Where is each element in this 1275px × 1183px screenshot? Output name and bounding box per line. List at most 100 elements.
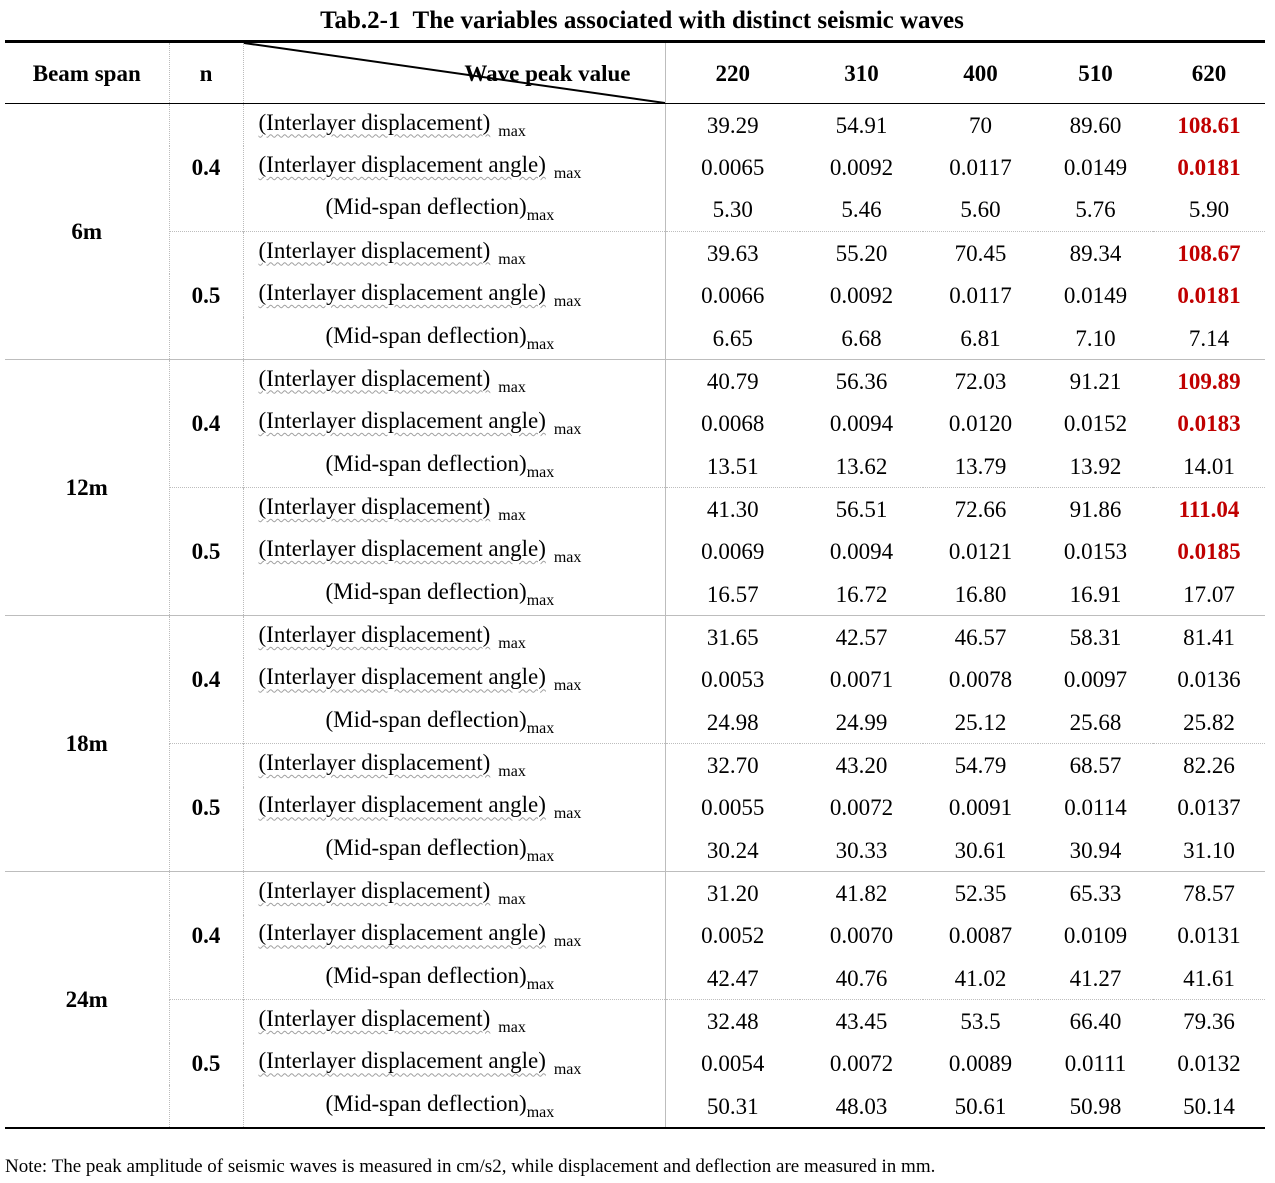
value-cell: 14.01 [1183, 453, 1235, 479]
variable-label-subscript: max [553, 549, 582, 567]
value-cell: 54.91 [835, 112, 888, 138]
table-row: (Interlayer displacement angle) max 0.0065… [5, 146, 1265, 189]
variable-label: (Interlayer displacement) [258, 749, 491, 775]
value-cell: 81.41 [1153, 615, 1265, 659]
variable-label: (Interlayer displacement angle) [258, 152, 546, 178]
seismic-variables-table: Beam span n Wave peak value 220 310 400 … [5, 40, 1265, 1129]
header-diagonal-line [243, 43, 665, 103]
value-cell: 48.03 [835, 1093, 888, 1119]
table-note: Note: The peak amplitude of seismic wave… [5, 1156, 936, 1177]
table-row: (Interlayer displacement angle) max 0.0055… [5, 786, 1265, 830]
value-cell: 70.45 [923, 231, 1038, 275]
value-cell: 0.0070 [829, 923, 894, 949]
value-cell: 42.47 [706, 965, 759, 991]
value-cell: 17.07 [1183, 581, 1235, 607]
value-cell: 0.0053 [701, 667, 765, 693]
value-cell: 41.30 [665, 487, 800, 531]
value-cell: 0.0092 [829, 155, 894, 181]
variable-label-cell: (Interlayer displacement) max [243, 231, 666, 275]
value-cell: 0.0149 [1063, 155, 1128, 181]
variable-label-cell: (Interlayer displacement) max [243, 871, 666, 915]
variable-label: (Interlayer displacement) [258, 493, 491, 519]
value-cell: 0.0068 [701, 411, 765, 437]
variable-label-subscript: max [498, 1019, 526, 1037]
value-cell: 108.61 [1177, 112, 1241, 138]
value-cell: 0.0149 [1063, 283, 1128, 309]
value-cell: 0.0087 [948, 923, 1013, 949]
value-cell: 50.61 [954, 1093, 1007, 1119]
table-row: 24m 0.4 (Interlayer displacement) max 31.20 4… [5, 871, 1265, 1128]
variable-label-subscript: max [553, 421, 582, 439]
header-peak-310: 310 [800, 41, 923, 104]
value-cell: 72.66 [923, 487, 1038, 531]
value-cell: 16.72 [835, 581, 888, 607]
variable-label-cell: (Interlayer displacement) max [243, 103, 666, 147]
variable-label-subscript: max [498, 890, 526, 908]
value-cell: 41.82 [800, 871, 923, 915]
variable-label: (Interlayer displacement angle) [258, 664, 546, 690]
value-cell: 43.45 [800, 999, 923, 1043]
value-cell: 0.0111 [1064, 1051, 1127, 1077]
value-cell: 24.99 [835, 709, 888, 735]
value-cell: 41.61 [1183, 965, 1235, 991]
table-row: 12m 0.4 (Interlayer displacement) max 40.79 5… [5, 359, 1265, 616]
table-row: (Mid-span deflection)max 6.65 6.68 6.81 7.10… [5, 316, 1265, 360]
variable-label: (Interlayer displacement) [258, 621, 491, 647]
value-cell: 25.82 [1183, 709, 1235, 735]
variable-label: (Interlayer displacement angle) [258, 280, 546, 306]
table-row: 0.5 (Interlayer displacement) max 32.48 43.4… [5, 999, 1265, 1128]
value-cell: 0.0052 [701, 923, 765, 949]
variable-label-cell: (Interlayer displacement) max [243, 359, 666, 403]
variable-label-cell: (Mid-span deflection)max [243, 701, 666, 744]
value-cell: 39.63 [665, 231, 800, 275]
value-cell: 40.79 [665, 359, 800, 403]
value-cell: 0.0094 [829, 539, 894, 565]
n-value-cell: 0.5 [168, 999, 244, 1128]
value-cell: 79.36 [1153, 999, 1265, 1043]
variable-label-subscript: max [498, 634, 526, 652]
variable-label: (Mid-span deflection) [325, 834, 527, 860]
value-cell: 56.51 [800, 487, 923, 531]
variable-label-cell: (Interlayer displacement angle) max [243, 530, 666, 574]
n-value-cell: 0.4 [168, 359, 244, 488]
value-cell: 78.57 [1153, 871, 1265, 915]
value-cell: 0.0117 [949, 155, 1012, 181]
value-cell: 6.68 [841, 325, 882, 351]
value-cell: 66.40 [1038, 999, 1153, 1043]
value-cell: 39.29 [706, 112, 759, 138]
variable-label-cell: (Interlayer displacement angle) max [243, 786, 666, 830]
value-cell: 72.03 [923, 359, 1038, 403]
value-cell: 16.57 [706, 581, 759, 607]
value-cell: 108.67 [1153, 231, 1265, 275]
table-row: 0.5 (Interlayer displacement) max 32.70 43.2… [5, 743, 1265, 872]
value-cell: 82.26 [1153, 743, 1265, 787]
variable-label: (Mid-span deflection) [325, 1090, 527, 1116]
variable-label: (Mid-span deflection) [325, 322, 527, 348]
variable-label-subscript: max [553, 1061, 582, 1079]
variable-label-cell: (Interlayer displacement angle) max [243, 914, 666, 958]
variable-label-cell: (Mid-span deflection)max [243, 957, 666, 1000]
value-cell: 0.0069 [701, 539, 765, 565]
value-cell: 0.0181 [1177, 155, 1241, 181]
table-row: (Mid-span deflection)max 13.51 13.62 13.79 1… [5, 445, 1265, 488]
table-row: (Interlayer displacement angle) max 0.0052… [5, 914, 1265, 958]
value-cell: 89.60 [1069, 112, 1122, 138]
value-cell: 31.20 [665, 871, 800, 915]
value-cell: 0.0109 [1063, 923, 1128, 949]
variable-label-cell: (Mid-span deflection)max [243, 316, 666, 360]
value-cell: 56.36 [800, 359, 923, 403]
variable-label-subscript: max [526, 335, 555, 353]
value-cell: 32.70 [665, 743, 800, 787]
variable-label-subscript: max [526, 463, 555, 481]
value-cell: 53.5 [923, 999, 1038, 1043]
table-row: (Interlayer displacement angle) max 0.0068… [5, 402, 1265, 445]
variable-label-subscript: max [526, 975, 555, 993]
value-cell: 68.57 [1038, 743, 1153, 787]
value-cell: 43.20 [800, 743, 923, 787]
variable-label-cell: (Interlayer displacement angle) max [243, 402, 666, 445]
value-cell: 58.31 [1038, 615, 1153, 659]
table-row: (Mid-span deflection)max 50.31 48.03 50.61 5… [5, 1085, 1265, 1128]
value-cell: 0.0078 [948, 667, 1013, 693]
value-cell: 0.0136 [1177, 667, 1241, 693]
value-cell: 41.02 [954, 965, 1007, 991]
